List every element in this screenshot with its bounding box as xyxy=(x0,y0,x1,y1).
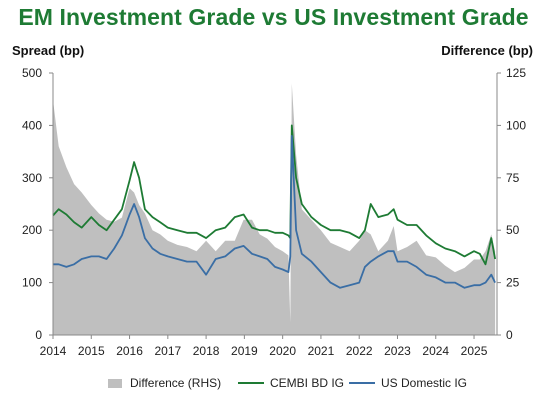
y-tick-label-left: 500 xyxy=(22,66,42,80)
x-tick-label: 2021 xyxy=(308,344,335,358)
y-tick-label-right: 75 xyxy=(506,171,520,185)
y-tick-label-left: 100 xyxy=(22,276,42,290)
series-line-cembi-bd-ig xyxy=(52,124,496,266)
x-tick-label: 2020 xyxy=(269,344,296,358)
series-line-us-domestic-ig xyxy=(53,135,496,289)
legend-label-difference: Difference (RHS) xyxy=(130,376,222,390)
y-tick-label-right: 25 xyxy=(506,276,520,290)
x-tick-label: 2025 xyxy=(461,344,488,358)
legend-swatch-difference xyxy=(108,378,122,388)
x-tick-label: 2014 xyxy=(40,344,67,358)
legend-item-us-domestic: US Domestic IG xyxy=(349,376,467,390)
y-tick-label-right: 50 xyxy=(506,223,520,237)
x-tick-label: 2017 xyxy=(154,344,181,358)
x-tick-label: 2016 xyxy=(116,344,143,358)
chart-title: EM Investment Grade vs US Investment Gra… xyxy=(18,4,529,30)
y-tick-label-left: 200 xyxy=(22,223,42,237)
legend-item-difference: Difference (RHS) xyxy=(108,376,221,390)
legend-item-cembi: CEMBI BD IG xyxy=(238,376,344,390)
x-tick-label: 2023 xyxy=(384,344,411,358)
y-axis-label-left: Spread (bp) xyxy=(12,43,85,58)
legend-label-cembi: CEMBI BD IG xyxy=(270,376,345,390)
legend-swatch-cembi xyxy=(238,382,264,384)
y-tick-label-left: 300 xyxy=(22,171,42,185)
y-tick-label-left: 0 xyxy=(35,328,42,342)
x-tick-label: 2022 xyxy=(346,344,373,358)
legend-swatch-us-domestic xyxy=(349,382,375,384)
y-tick-label-right: 125 xyxy=(506,66,526,80)
legend-label-us-domestic: US Domestic IG xyxy=(381,376,468,390)
y-tick-label-right: 0 xyxy=(506,328,513,342)
y-tick-label-left: 400 xyxy=(22,118,42,132)
y-axis-label-right: Difference (bp) xyxy=(441,43,533,58)
x-tick-label: 2019 xyxy=(231,344,258,358)
x-tick-label: 2015 xyxy=(78,344,105,358)
y-tick-label-right: 100 xyxy=(506,118,526,132)
x-tick-label: 2024 xyxy=(422,344,449,358)
series-area-difference xyxy=(53,83,496,335)
x-tick-label: 2018 xyxy=(193,344,220,358)
